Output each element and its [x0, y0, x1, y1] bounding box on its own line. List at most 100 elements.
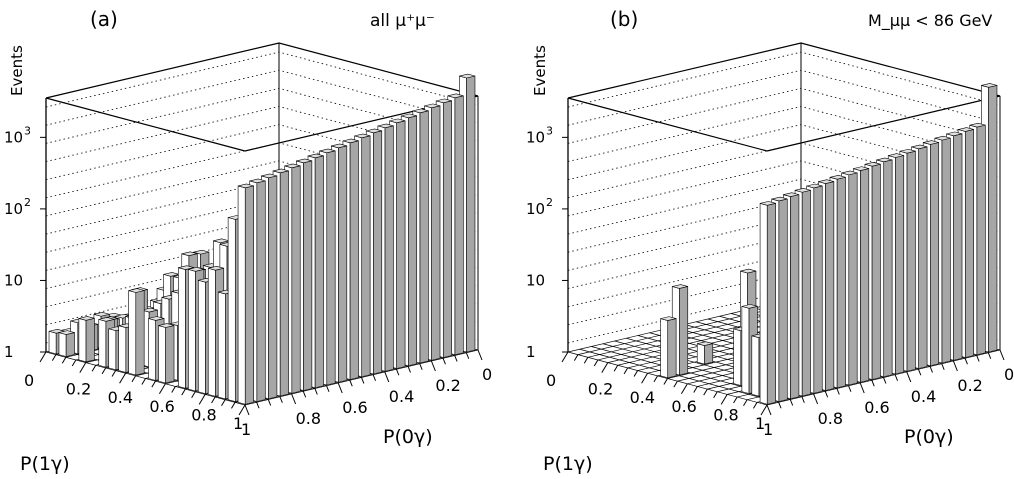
x-tick: [593, 359, 599, 367]
bar-top: [923, 140, 939, 145]
wall-gridline: [45, 51, 479, 108]
bar-side: [953, 133, 963, 361]
bar-top: [58, 330, 75, 335]
bar-side: [338, 145, 348, 383]
bar-front: [128, 290, 137, 376]
bar-top: [841, 170, 858, 176]
x-tick: [613, 364, 619, 372]
z-tick-label: 10: [526, 200, 545, 218]
bar-side: [941, 137, 951, 364]
frame-top-front: [45, 97, 246, 152]
y-tick: [848, 385, 852, 392]
bar-side: [860, 168, 870, 383]
y-tick: [244, 404, 250, 416]
panel-a-title: all μ⁺μ⁻: [370, 11, 435, 31]
x-tick: [653, 375, 658, 383]
y-tick: [929, 366, 933, 373]
bar-side: [964, 129, 974, 358]
bar-front: [108, 328, 117, 371]
x-tick: [39, 351, 47, 363]
bar-front: [759, 202, 768, 405]
bar-top: [818, 179, 834, 184]
bar-front: [660, 318, 669, 379]
y-tick: [824, 391, 829, 398]
y-tick: [337, 382, 343, 394]
bar-top: [272, 168, 289, 174]
y-tick: [442, 358, 446, 365]
x-tick: [753, 402, 758, 409]
panel-a-xlabel: P(1γ): [20, 453, 70, 475]
x-tick-label: 1: [233, 414, 243, 433]
bar-side: [361, 135, 371, 378]
y-tick-label: 1: [763, 420, 773, 439]
bar-top: [876, 157, 893, 163]
bar-top: [759, 201, 776, 206]
bar-side: [268, 175, 278, 400]
panel-b-label: (b): [610, 7, 638, 31]
bar-side: [466, 75, 476, 353]
bar-front: [118, 325, 127, 373]
x-tick-label: 0.6: [671, 397, 696, 416]
x-tick: [713, 391, 718, 399]
x-tick: [663, 378, 668, 385]
bar-top: [98, 317, 115, 322]
y-tick: [372, 374, 377, 381]
bar-top: [806, 183, 823, 189]
y-tick: [314, 388, 318, 395]
z-tick-label: 10: [4, 128, 23, 146]
bar-front: [158, 325, 166, 384]
x-tick: [171, 386, 176, 393]
panel-b-zlabel: Events: [531, 45, 549, 96]
bar-top: [237, 183, 254, 189]
y-tick-label: 0: [482, 365, 492, 384]
bar-top: [934, 135, 951, 141]
bar-top: [853, 166, 869, 171]
bar-side: [778, 198, 788, 402]
x-tick-label: 0.2: [588, 380, 613, 399]
bar-side: [906, 150, 916, 372]
bar-top: [188, 267, 204, 272]
bar-top: [412, 108, 429, 114]
bar-top: [148, 316, 165, 321]
z-tick-label: 1: [526, 343, 536, 361]
y-tick: [349, 380, 353, 387]
bar-side: [326, 150, 336, 386]
y-tick: [419, 363, 423, 370]
x-tick: [561, 351, 569, 363]
bar-top: [741, 304, 758, 309]
x-tick: [91, 364, 97, 372]
z-tick-exponent: 2: [24, 196, 31, 209]
y-tick-label: 0.6: [864, 398, 889, 417]
bar-top: [158, 323, 175, 328]
panel-a-label: (a): [90, 7, 118, 31]
bar-side: [848, 172, 858, 386]
bar-top: [771, 196, 788, 202]
wall-gridline: [45, 87, 479, 144]
bar-top: [296, 158, 312, 164]
y-tick: [859, 382, 865, 394]
bar-front: [197, 279, 206, 395]
x-tick: [733, 396, 738, 404]
bar-top: [899, 148, 916, 154]
bar-side: [65, 332, 75, 357]
bar-top: [958, 127, 974, 132]
bar-front: [733, 328, 742, 386]
y-tick-label: 0.4: [389, 387, 414, 406]
x-tick: [119, 372, 127, 384]
bar-side: [256, 180, 266, 402]
x-tick: [641, 372, 649, 384]
x-tick-label: 0.2: [66, 380, 91, 399]
bar-top: [911, 144, 928, 150]
x-tick: [101, 367, 107, 375]
y-tick-label: 0.4: [911, 387, 936, 406]
x-tick-label: 0: [546, 371, 556, 390]
bar-side: [396, 120, 406, 369]
x-tick-label: 0.8: [713, 405, 738, 424]
x-tick: [238, 404, 246, 416]
x-tick: [743, 399, 748, 406]
y-tick-label: 0.2: [957, 376, 982, 395]
z-tick-label: 10: [526, 271, 545, 289]
x-tick-label: 0: [24, 371, 34, 390]
bar-side: [930, 142, 940, 367]
